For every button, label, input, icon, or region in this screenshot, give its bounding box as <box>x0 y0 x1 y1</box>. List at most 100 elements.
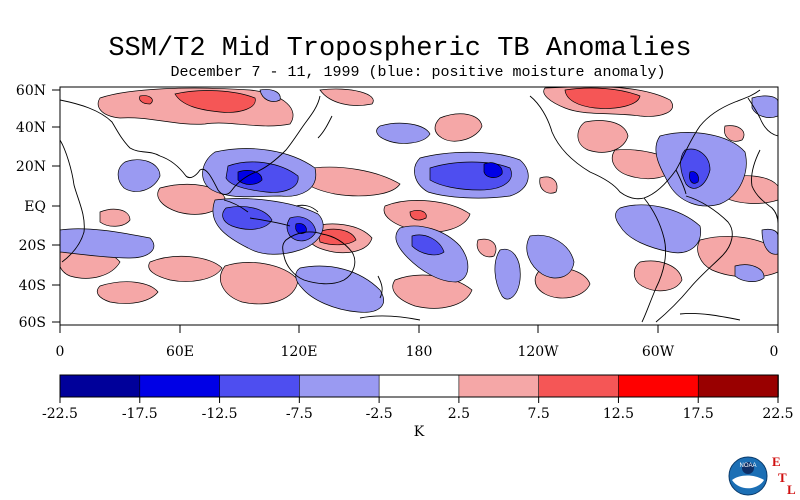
lon-label: 120E <box>281 344 318 360</box>
anomaly-region <box>117 159 161 192</box>
coastline <box>282 231 356 285</box>
coastline <box>223 199 249 213</box>
anomaly-region <box>139 95 153 105</box>
colorbar-tick-label: 7.5 <box>528 406 550 422</box>
colorbar-tick-label: -12.5 <box>202 406 238 422</box>
lon-label: 60E <box>166 344 194 360</box>
lat-label: 20N <box>16 159 46 175</box>
anomaly-region <box>564 87 641 109</box>
lat-label: EQ <box>24 199 46 215</box>
lon-label: 60W <box>642 344 675 360</box>
logo-letter-l: L <box>787 482 796 497</box>
colorbar-swatch <box>458 374 540 398</box>
anomaly-region <box>376 122 431 144</box>
anomaly-region <box>60 228 155 259</box>
lon-label: 120W <box>517 344 559 360</box>
colorbar-swatch <box>139 374 221 398</box>
anomaly-region <box>319 88 374 106</box>
anomaly-region <box>689 171 699 184</box>
colorbar-tick-label: 17.5 <box>683 406 714 422</box>
anomaly-region <box>237 170 263 185</box>
chart-subtitle: December 7 - 11, 1999 (blue: positive mo… <box>170 64 666 81</box>
colorbar-frame <box>59 374 779 398</box>
anomaly-region <box>299 166 401 197</box>
anomaly-region <box>476 238 497 258</box>
coastline <box>60 139 85 263</box>
anomaly-region <box>724 125 745 142</box>
anomaly-region <box>174 90 256 113</box>
longitude-axis: 0 60E 120E 180 120W 60W 0 <box>56 325 779 360</box>
colorbar-swatch <box>618 374 700 398</box>
extreme-negative-regions <box>237 162 699 234</box>
lat-label: 20S <box>19 238 46 254</box>
anomaly-region <box>222 206 273 230</box>
anomaly-region <box>383 200 471 233</box>
lat-label: 40S <box>19 278 46 294</box>
anomaly-region <box>225 161 299 193</box>
colorbar-ticks <box>59 397 779 403</box>
logo-letter-e: E <box>772 454 781 469</box>
anomaly-region <box>157 184 226 215</box>
logo-letter-t: T <box>778 470 787 485</box>
noaa-bird-shape <box>742 462 754 474</box>
anomaly-region <box>577 120 629 153</box>
colorbar-swatch <box>378 374 460 398</box>
noaa-gull-shape <box>732 475 764 489</box>
coastline <box>747 97 778 137</box>
anomaly-region <box>680 148 711 189</box>
anomaly-region <box>526 234 575 279</box>
anomaly-region <box>409 210 427 221</box>
anomaly-region <box>220 262 299 305</box>
anomaly-region <box>259 89 281 102</box>
coastline <box>377 275 383 299</box>
colorbar-tick-label: -2.5 <box>366 406 393 422</box>
coastline <box>655 195 733 323</box>
anomaly-region <box>96 281 159 304</box>
coastline <box>159 155 233 195</box>
coastline <box>751 149 778 225</box>
coastline <box>359 315 421 321</box>
lon-label: 0 <box>770 344 779 360</box>
noaa-logo-text: NOAA <box>739 463 756 469</box>
coastline <box>60 99 161 157</box>
lat-label: 40N <box>16 120 46 136</box>
anomaly-region <box>434 113 483 142</box>
coastline <box>231 95 321 191</box>
anomaly-region <box>633 260 683 292</box>
anomaly-region <box>761 228 778 255</box>
coastlines <box>60 89 778 323</box>
coastline <box>295 204 319 213</box>
coastline <box>249 217 291 227</box>
anomaly-region <box>494 248 521 300</box>
anomaly-region <box>99 208 131 227</box>
latitude-axis: 60N 40N 20N EQ 20S 40S 60S <box>16 83 60 331</box>
anomaly-region <box>317 228 357 246</box>
colorbar-tick-label: 2.5 <box>448 406 470 422</box>
colorbar-swatch <box>59 374 141 398</box>
colorbar-tick-label: 12.5 <box>603 406 634 422</box>
colorbar: -22.5 -17.5 -12.5 -7.5 -2.5 2.5 7.5 12.5 17.5 22.… <box>42 374 794 422</box>
coastline <box>641 197 667 323</box>
lon-label: 180 <box>406 344 433 360</box>
coastline <box>317 115 333 139</box>
anomaly-region <box>615 204 702 254</box>
colorbar-swatch <box>219 374 301 398</box>
colorbar-tick-label: -7.5 <box>286 406 313 422</box>
anomaly-region <box>734 264 765 282</box>
strong-positive-regions <box>139 87 641 246</box>
anomaly-region <box>483 162 503 178</box>
anomaly-region <box>751 95 778 118</box>
coastline <box>675 169 687 195</box>
colorbar-tick-label: -22.5 <box>42 406 78 422</box>
lon-label: 0 <box>56 344 65 360</box>
colorbar-swatch <box>538 374 620 398</box>
colorbar-tick-label: 22.5 <box>762 406 793 422</box>
lat-label: 60S <box>19 315 46 331</box>
chart-title: SSM/T2 Mid Tropospheric TB Anomalies <box>108 34 692 64</box>
colorbar-swatches <box>59 374 779 398</box>
noaa-etl-logo: NOAA E T L <box>728 454 796 497</box>
map-content <box>60 87 778 325</box>
anomaly-region <box>411 234 445 256</box>
colorbar-swatch <box>299 374 380 398</box>
